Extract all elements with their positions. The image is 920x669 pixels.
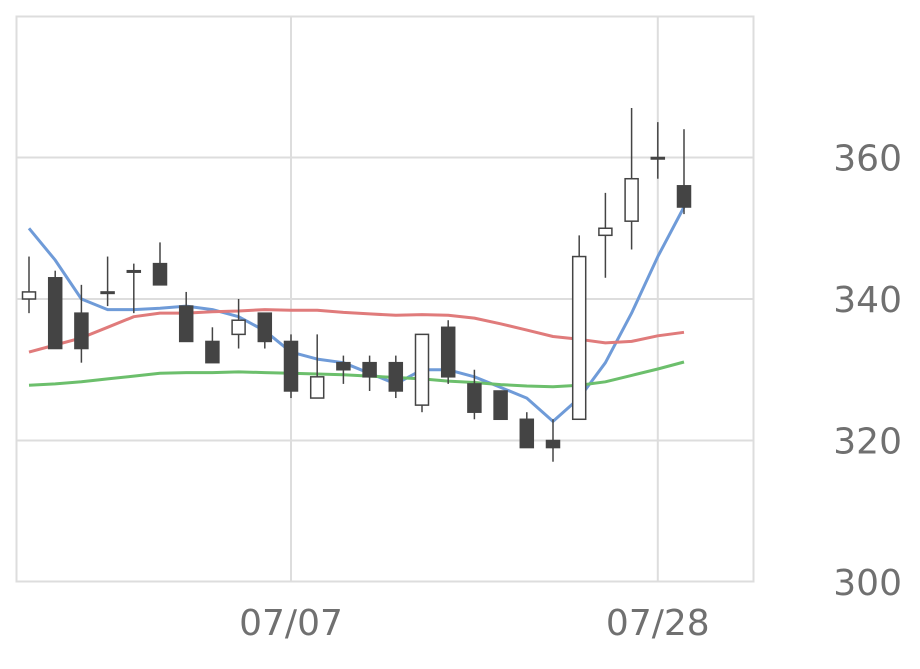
- candle-body-down: [205, 340, 220, 364]
- candle: [362, 355, 377, 391]
- candle-body-down: [467, 383, 482, 413]
- candle: [440, 320, 456, 384]
- candle-body-down: [74, 312, 89, 350]
- candle: [257, 312, 273, 349]
- y-tick-label: 300: [833, 563, 902, 604]
- candle: [21, 256, 37, 314]
- candle: [493, 390, 508, 421]
- candle: [47, 270, 63, 350]
- x-tick-label: 07/28: [606, 603, 710, 644]
- candle-body-up: [309, 376, 325, 399]
- candle-body-up: [624, 177, 639, 222]
- x-tick-label: 07/07: [239, 603, 343, 644]
- candle: [467, 369, 482, 420]
- candle: [388, 355, 404, 399]
- candle: [74, 284, 89, 363]
- y-tick-label: 320: [833, 422, 902, 463]
- candle: [231, 299, 246, 349]
- candle: [126, 263, 142, 314]
- candle: [152, 242, 168, 286]
- candle-body-down: [152, 262, 168, 286]
- x-axis-ticks: 07/07 07/28: [239, 603, 710, 644]
- candle-body-down: [362, 361, 377, 378]
- candle-body-down: [336, 361, 351, 371]
- candle-body-down: [545, 439, 561, 449]
- candle-body-up: [414, 333, 430, 406]
- candle-body-up: [21, 291, 37, 300]
- candle: [676, 129, 692, 215]
- candle-body-up: [598, 227, 613, 237]
- y-tick-label: 340: [833, 280, 902, 321]
- candle: [624, 107, 639, 250]
- candle-body-down: [519, 418, 535, 449]
- candle-body-down: [257, 312, 273, 343]
- candle-body-down: [178, 305, 194, 343]
- candle-body-down: [388, 361, 404, 392]
- y-axis-ticks: 300 320 340 360: [833, 139, 902, 605]
- candle: [336, 355, 351, 384]
- candle: [283, 334, 299, 399]
- candle-body-up: [650, 156, 666, 160]
- grid: [16, 16, 754, 582]
- candle: [309, 334, 325, 399]
- candle: [205, 327, 220, 364]
- candle: [571, 235, 587, 421]
- candle: [178, 291, 194, 343]
- candles: [21, 107, 692, 462]
- candle-body-down: [493, 390, 508, 421]
- candle-body-down: [440, 326, 456, 378]
- candle-body-down: [47, 277, 63, 350]
- candle-body-up: [126, 269, 142, 273]
- candle: [100, 256, 115, 307]
- candle: [414, 333, 430, 413]
- candle-body-down: [283, 340, 299, 392]
- candle-body-up: [571, 255, 587, 421]
- candle: [545, 419, 561, 462]
- candle-body-down: [676, 185, 692, 208]
- candle: [598, 192, 613, 278]
- candle-body-up: [100, 291, 115, 295]
- candle-body-up: [231, 319, 246, 336]
- candle: [650, 122, 666, 179]
- candle: [519, 412, 535, 449]
- y-tick-label: 360: [833, 139, 902, 180]
